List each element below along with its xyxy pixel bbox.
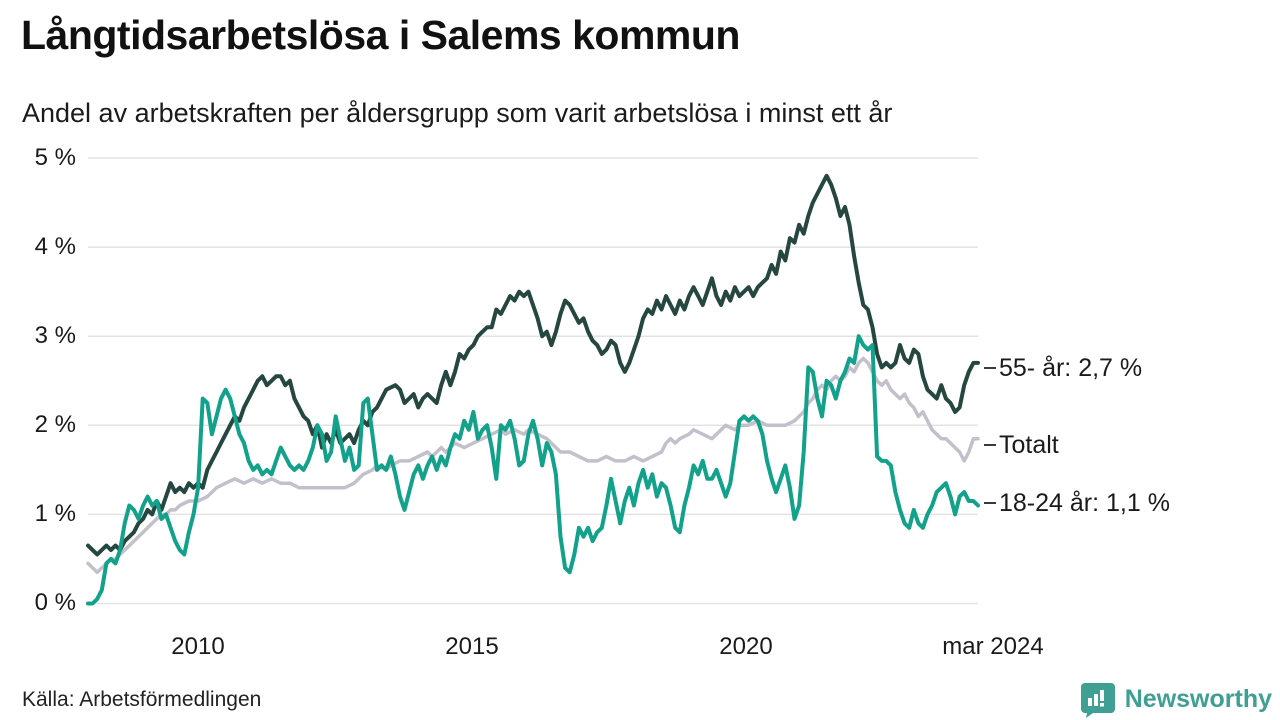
series-line-totalt xyxy=(86,356,980,575)
chart-subtitle: Andel av arbetskraften per åldersgrupp s… xyxy=(22,98,893,128)
newsworthy-logo-icon xyxy=(1080,683,1115,718)
series-label-totalt: Totalt xyxy=(984,430,1059,460)
x-tick-2010: 2010 xyxy=(171,633,225,660)
newsworthy-logo[interactable]: Newsworthy xyxy=(1079,680,1272,718)
page-title: Långtidsarbetslösa i Salems kommun xyxy=(21,12,740,58)
x-tick-2020: 2020 xyxy=(719,633,773,660)
series-label-18-24-text: 18-24 år: 1,1 % xyxy=(999,489,1170,517)
y-tick-4: 4 % xyxy=(34,233,76,260)
x-tick-2015: 2015 xyxy=(445,633,499,660)
y-tick-0: 0 % xyxy=(34,589,76,616)
series-line-55-r xyxy=(86,173,980,557)
label-tick-dash xyxy=(984,444,996,446)
label-tick-dash xyxy=(984,502,996,504)
y-tick-5: 5 % xyxy=(34,144,76,171)
newsworthy-wordmark: Newsworthy xyxy=(1124,684,1272,713)
y-tick-3: 3 % xyxy=(34,322,76,349)
y-tick-2: 2 % xyxy=(34,411,76,438)
series-label-18-24: 18-24 år: 1,1 % xyxy=(984,488,1170,518)
series-label-55-text: 55- år: 2,7 % xyxy=(999,354,1143,382)
series-label-totalt-text: Totalt xyxy=(999,431,1059,459)
label-tick-dash xyxy=(984,367,996,369)
x-tick-mar-2024: mar 2024 xyxy=(942,633,1044,660)
y-tick-1: 1 % xyxy=(34,500,76,527)
series-line-18-24-r xyxy=(86,334,980,606)
source-note: Källa: Arbetsförmedlingen xyxy=(22,688,262,711)
series-label-55: 55- år: 2,7 % xyxy=(984,353,1142,383)
